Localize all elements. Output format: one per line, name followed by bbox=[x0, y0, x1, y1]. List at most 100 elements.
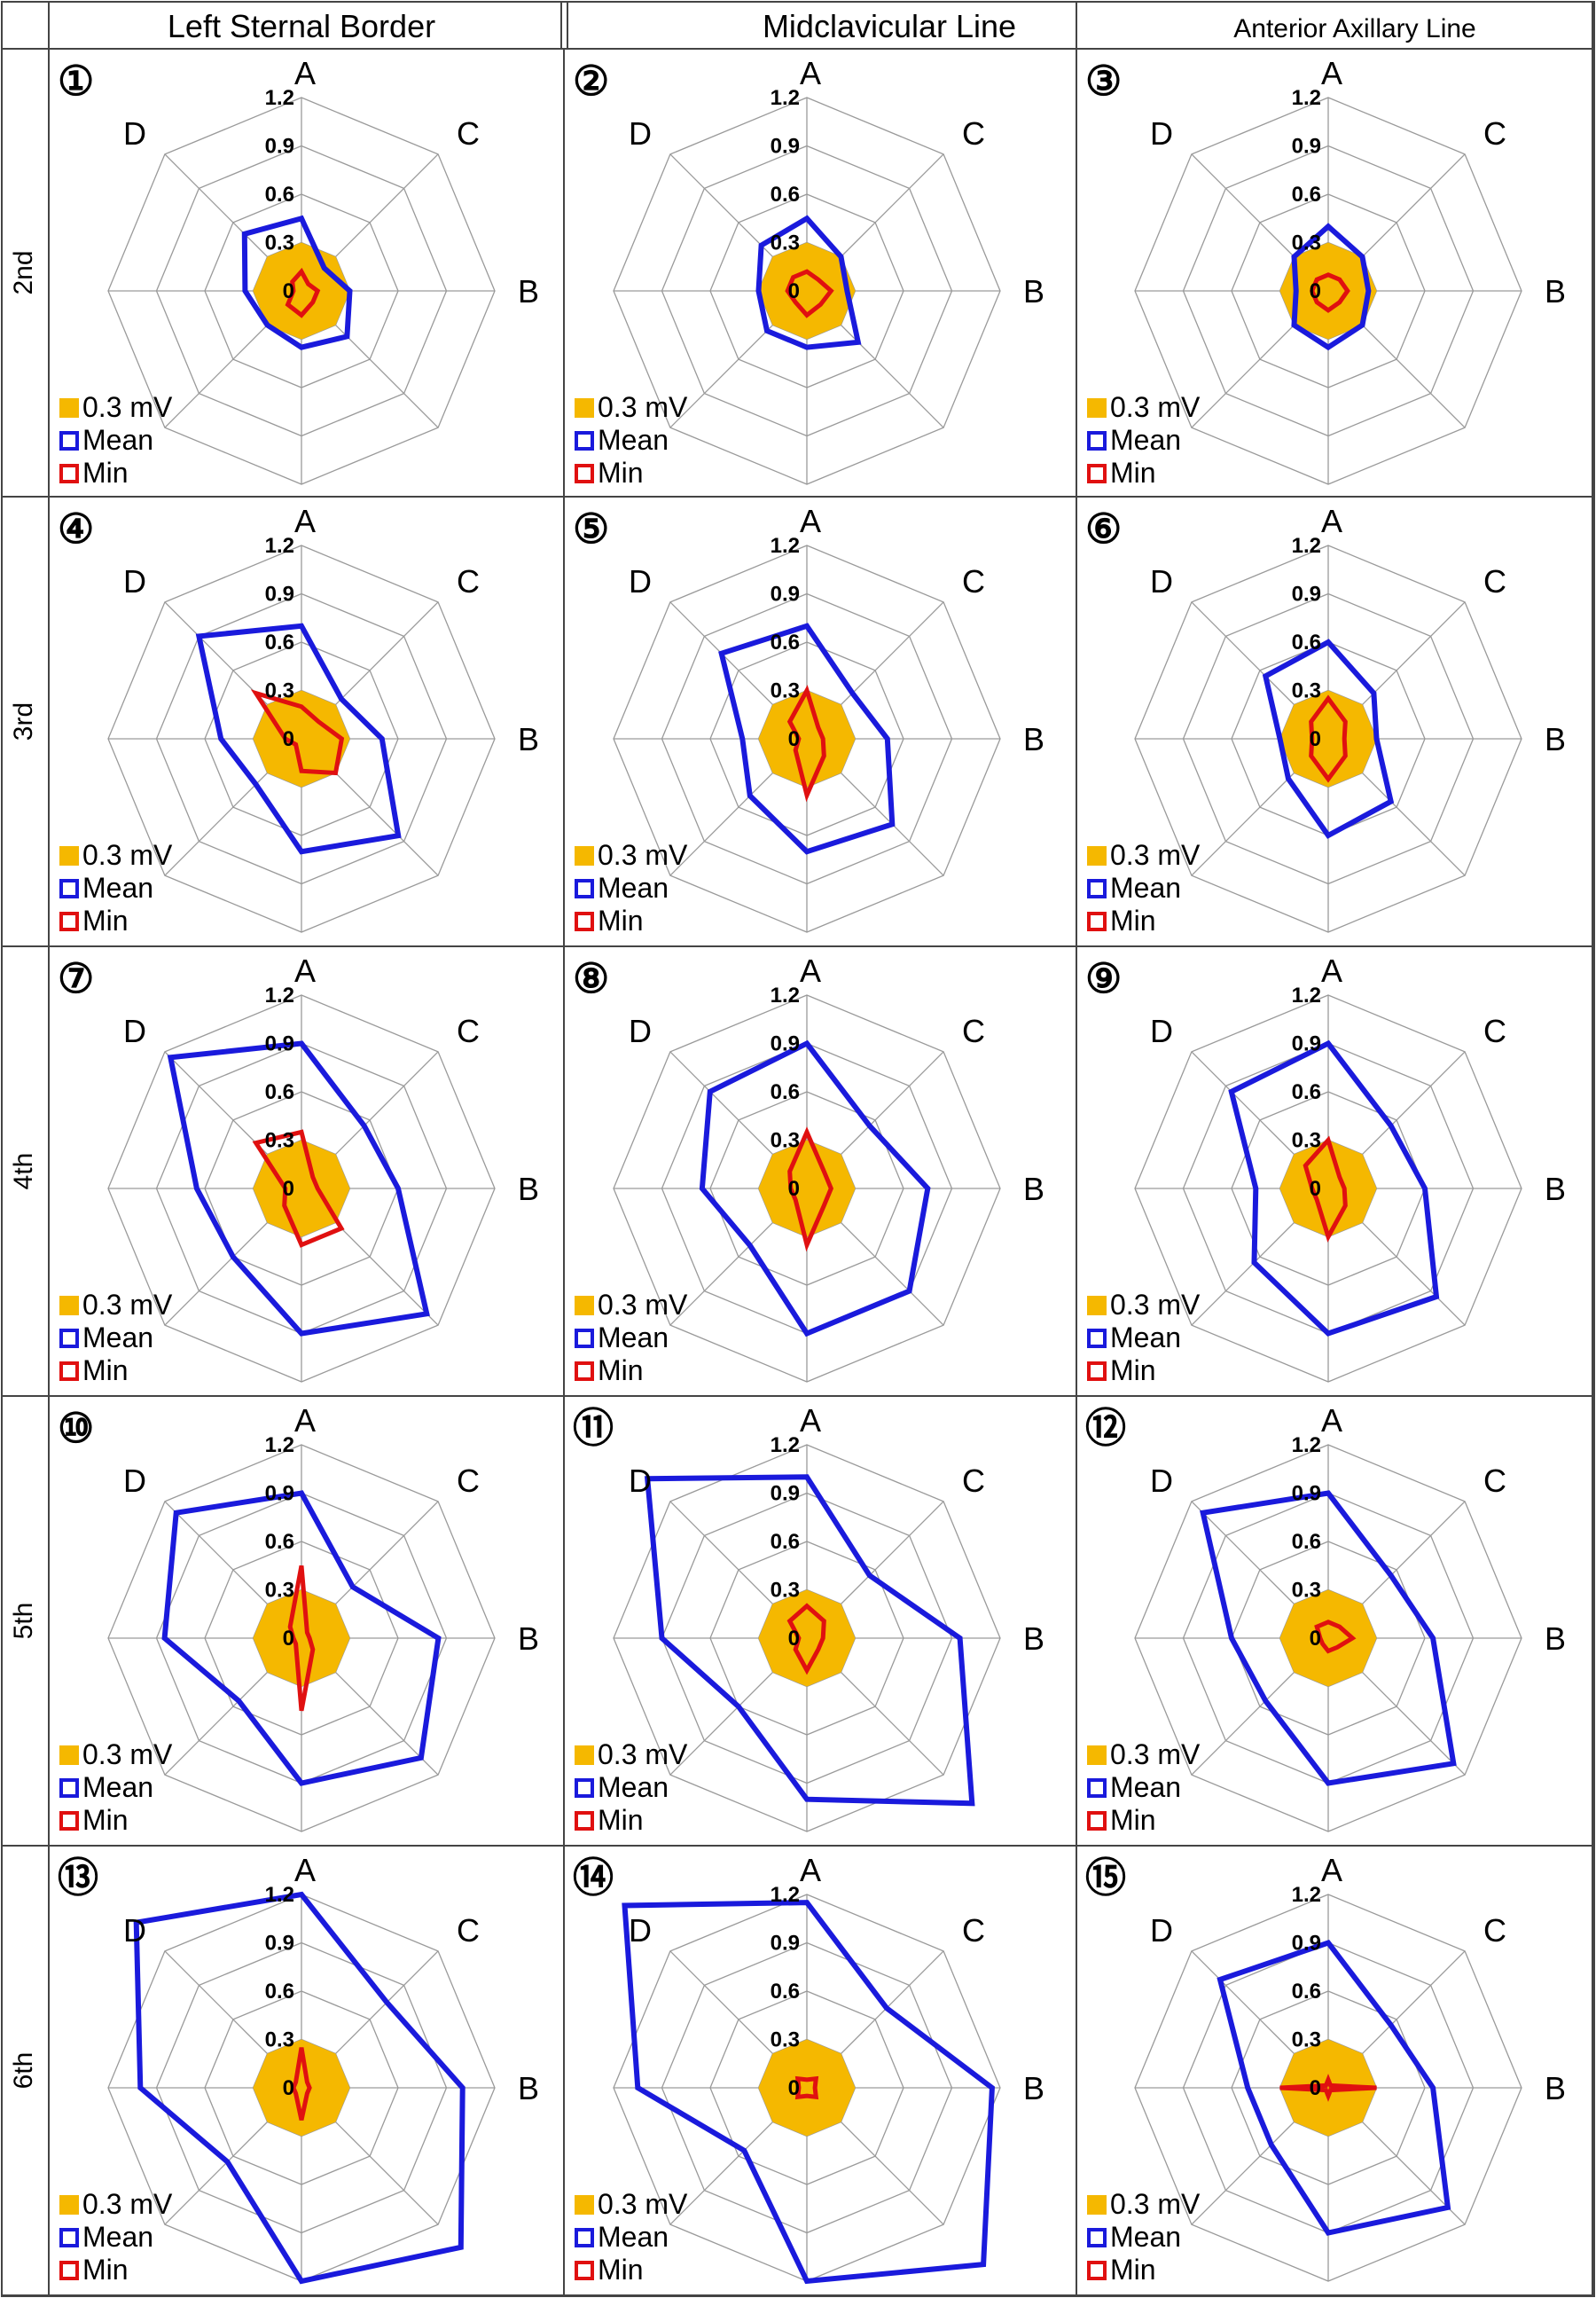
legend-label-mean: Mean bbox=[598, 872, 669, 904]
radial-tick-label: 0 bbox=[1310, 2076, 1321, 2100]
axis-label-a: A bbox=[1321, 503, 1342, 539]
legend-label-0-3-mv: 0.3 mV bbox=[82, 839, 173, 871]
legend-label-min: Min bbox=[598, 1804, 644, 1836]
legend-swatch-filled bbox=[575, 1745, 594, 1765]
legend-label-min: Min bbox=[1110, 457, 1156, 489]
legend-swatch-outline bbox=[59, 2228, 79, 2247]
series-min-line bbox=[1303, 1135, 1348, 1243]
radial-tick-label: 1.2 bbox=[265, 1883, 294, 1907]
legend-label-min: Min bbox=[82, 1354, 129, 1386]
radial-tick-label: 1.2 bbox=[771, 1883, 800, 1907]
series-min-line bbox=[786, 1603, 826, 1675]
legend-swatch-filled bbox=[1087, 2195, 1107, 2215]
axis-label-c: C bbox=[457, 1912, 480, 1949]
axis-label-c: C bbox=[962, 1013, 985, 1049]
axis-label-b: B bbox=[1545, 1171, 1566, 1207]
legend-swatch-outline bbox=[575, 1811, 594, 1831]
legend-swatch-outline bbox=[575, 2228, 594, 2247]
axis-label-d: D bbox=[123, 1013, 146, 1049]
legend-label-mean: Mean bbox=[1110, 1322, 1181, 1353]
radial-tick-label: 1.2 bbox=[265, 1433, 294, 1457]
series-0-3mv-area bbox=[758, 1589, 856, 1687]
legend-label-min: Min bbox=[82, 2254, 129, 2286]
axis-label-d: D bbox=[629, 563, 652, 600]
series-mean-line bbox=[241, 215, 353, 350]
axis-label-d: D bbox=[1150, 1463, 1173, 1499]
legend-label-0-3-mv: 0.3 mV bbox=[82, 2188, 173, 2220]
axis-label-b: B bbox=[518, 1620, 539, 1657]
axis-label-a: A bbox=[800, 1402, 821, 1439]
radial-tick-label: 0 bbox=[1310, 727, 1321, 751]
panel-number: ① bbox=[58, 58, 94, 104]
axis-label-b: B bbox=[518, 2070, 539, 2106]
legend-label-mean: Mean bbox=[598, 424, 669, 456]
row-labels: 2nd 3rd 4th 5th 6th bbox=[9, 250, 38, 2089]
radial-tick-label: 0 bbox=[283, 1627, 294, 1651]
legend-swatch-filled bbox=[59, 846, 79, 866]
series-min-line bbox=[252, 1129, 345, 1248]
radial-tick-label: 1.2 bbox=[771, 984, 800, 1008]
axis-label-b: B bbox=[1023, 2070, 1044, 2106]
axis-label-a: A bbox=[800, 503, 821, 539]
axis-label-d: D bbox=[123, 115, 146, 152]
panel-number: ④ bbox=[58, 506, 94, 552]
radial-tick-label: 0.9 bbox=[265, 1932, 294, 1956]
radial-tick-label: 0.6 bbox=[771, 1980, 800, 2004]
legend-label-0-3-mv: 0.3 mV bbox=[82, 391, 173, 423]
legend-label-min: Min bbox=[1110, 905, 1156, 937]
axis-label-b: B bbox=[1023, 1171, 1044, 1207]
legend-label-min: Min bbox=[82, 457, 129, 489]
radial-tick-label: 0 bbox=[1310, 1177, 1321, 1201]
legend-swatch-outline bbox=[575, 879, 594, 898]
axis-label-d: D bbox=[629, 115, 652, 152]
axis-label-c: C bbox=[962, 1463, 985, 1499]
radial-tick-label: 0.3 bbox=[1292, 231, 1321, 255]
radial-tick-label: 1.2 bbox=[265, 86, 294, 110]
series-mean-line bbox=[161, 1490, 442, 1786]
series-0-3mv-area bbox=[758, 242, 856, 340]
axis-label-b: B bbox=[1545, 2070, 1566, 2106]
legend-swatch-filled bbox=[59, 398, 79, 418]
radial-tick-label: 0.6 bbox=[265, 1080, 294, 1104]
legend-label-min: Min bbox=[82, 1804, 129, 1836]
legend-label-min: Min bbox=[1110, 1354, 1156, 1386]
axis-label-b: B bbox=[1545, 1620, 1566, 1657]
radial-tick-label: 0.3 bbox=[1292, 679, 1321, 703]
axis-label-b: B bbox=[1023, 273, 1044, 310]
radial-tick-label: 0.3 bbox=[265, 1129, 294, 1153]
radial-tick-label: 0.3 bbox=[265, 2028, 294, 2052]
legend-swatch-outline bbox=[1087, 2261, 1107, 2280]
legend-swatch-outline bbox=[1087, 2228, 1107, 2247]
legend-swatch-outline bbox=[575, 464, 594, 483]
legend-label-mean: Mean bbox=[82, 1322, 153, 1353]
radial-tick-label: 0.6 bbox=[1292, 183, 1321, 207]
radial-tick-label: 0.9 bbox=[1292, 1932, 1321, 1956]
panel-number: ⑤ bbox=[573, 506, 609, 552]
radial-tick-label: 0.9 bbox=[1292, 135, 1321, 159]
radial-tick-label: 0 bbox=[1310, 1627, 1321, 1651]
radial-tick-label: 0 bbox=[788, 727, 800, 751]
axis-label-c: C bbox=[457, 1013, 480, 1049]
legend-label-min: Min bbox=[1110, 2254, 1156, 2286]
axis-label-c: C bbox=[962, 115, 985, 152]
panel-number: ⑩ bbox=[58, 1405, 94, 1451]
radial-tick-label: 0.3 bbox=[771, 2028, 800, 2052]
series-min-line bbox=[291, 2047, 312, 2121]
axis-label-d: D bbox=[123, 1463, 146, 1499]
series-min-line bbox=[1279, 2074, 1377, 2102]
radial-tick-label: 0.3 bbox=[1292, 1129, 1321, 1153]
radial-tick-label: 0.6 bbox=[1292, 631, 1321, 655]
series-min-line bbox=[250, 689, 345, 776]
legend-swatch-outline bbox=[59, 1778, 79, 1798]
